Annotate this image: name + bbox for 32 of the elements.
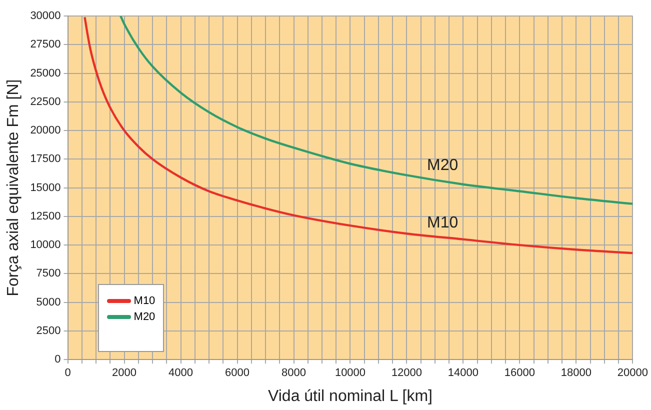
line-series [84,16,633,254]
x-tick-label: 16000 [504,367,536,380]
x-tick-label: 12000 [391,367,422,380]
legend-label: M10 [134,294,156,307]
x-tick-label: 14000 [448,367,479,380]
y-tick-label: 10000 [30,239,61,252]
x-tick-label: 20000 [617,367,648,380]
y-tick-label: 27500 [30,38,61,51]
y-tick-label: 0 [54,354,61,366]
y-tick-label: 22500 [30,96,61,108]
y-axis-title: Força axial equivalente Fm [N] [5,79,22,296]
y-tick-label: 12500 [30,210,61,222]
y-tick-label: 17500 [30,153,61,166]
legend-label: M20 [134,310,156,323]
x-tick-label: 0 [64,367,71,380]
y-tick-label: 2500 [36,325,61,337]
x-tick-label: 8000 [282,367,306,380]
y-tick-label: 5000 [36,296,61,308]
x-tick-label: 6000 [225,367,250,380]
y-tick-label: 25000 [30,67,61,80]
x-tick-label: 4000 [168,367,194,380]
annotation: M20 [426,157,458,174]
x-tick-label: 10000 [334,367,366,380]
y-tick-label: 30000 [30,10,61,22]
x-tick-label: 18000 [560,367,592,380]
annotation: M10 [426,214,458,232]
y-tick-label: 7500 [36,268,61,280]
y-tick-label: 15000 [30,182,61,194]
x-axis-title: Vida útil nominal L [km] [268,388,433,405]
line-series [120,16,633,205]
x-tick-label: 2000 [112,367,137,380]
y-tick-label: 20000 [30,124,61,137]
